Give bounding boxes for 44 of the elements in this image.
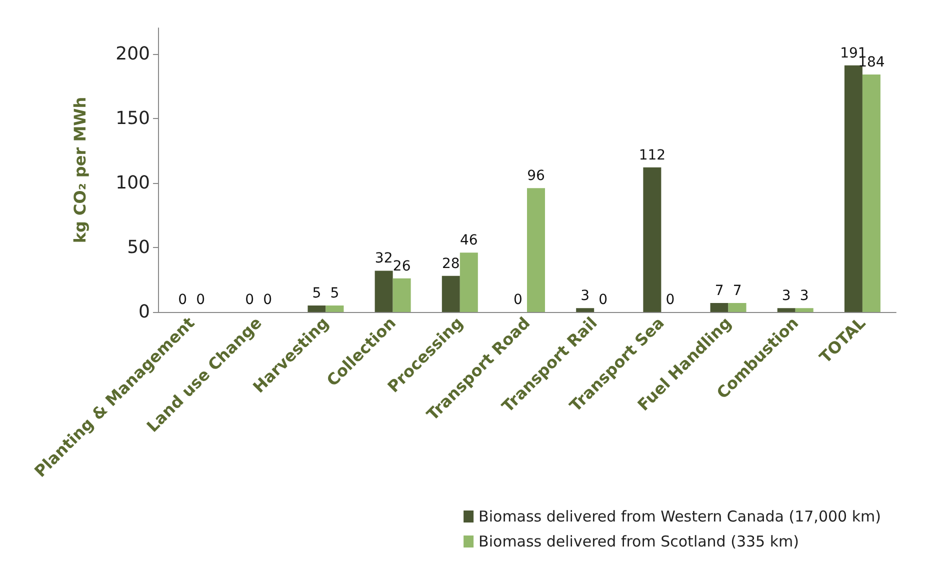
data-label: 5 <box>312 286 322 302</box>
bar <box>527 188 545 312</box>
data-label: 96 <box>527 168 545 184</box>
data-label: 0 <box>196 292 206 308</box>
data-label: 0 <box>666 292 675 308</box>
bar <box>392 278 411 312</box>
data-label: 28 <box>442 256 460 272</box>
bar <box>710 302 728 312</box>
bar <box>777 308 796 312</box>
bar <box>460 252 478 312</box>
data-label: 112 <box>638 147 666 164</box>
data-label: 32 <box>374 250 393 267</box>
y-tick-label: 200 <box>116 43 150 64</box>
legend-label: Biomass delivered from Western Canada (17,000 km) <box>478 508 882 526</box>
bar <box>795 308 814 312</box>
data-label: 0 <box>514 292 522 308</box>
bar <box>643 167 662 312</box>
bar <box>576 308 594 312</box>
y-tick-label: 50 <box>127 236 150 258</box>
y-tick-label: 150 <box>116 108 150 129</box>
y-axis-title: kg CO₂ per MWh <box>70 96 90 244</box>
data-label: 3 <box>580 288 590 304</box>
bar <box>374 270 393 312</box>
data-label: 26 <box>392 258 411 274</box>
data-label: 0 <box>263 292 272 308</box>
data-label: 46 <box>460 232 478 249</box>
bar <box>442 276 460 312</box>
data-label: 3 <box>800 288 809 304</box>
data-label: 0 <box>598 292 608 308</box>
bar <box>326 306 344 312</box>
data-label: 3 <box>782 288 791 304</box>
data-label: 191 <box>840 45 867 62</box>
data-label: 5 <box>330 286 340 302</box>
y-tick-label: 100 <box>116 172 150 194</box>
data-label: 0 <box>178 292 188 308</box>
y-tick-label: 0 <box>138 302 150 322</box>
bar <box>862 74 880 312</box>
legend-label: Biomass delivered from Scotland (335 km) <box>478 532 800 550</box>
data-label: 0 <box>245 292 254 308</box>
bar <box>728 302 746 312</box>
bar <box>844 65 862 312</box>
data-label: 7 <box>714 282 724 299</box>
bar <box>308 306 326 312</box>
data-label: 7 <box>732 282 742 299</box>
